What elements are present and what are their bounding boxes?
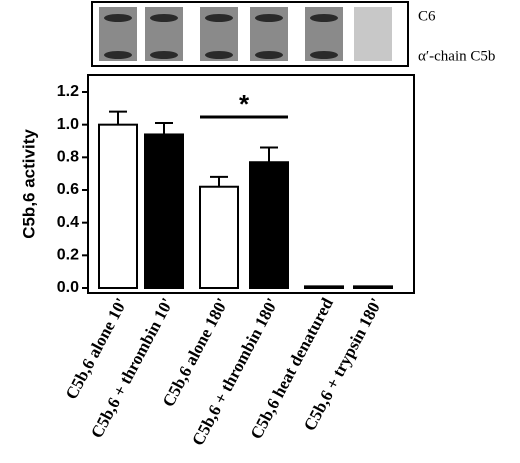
- y-tick-label: 0.0: [57, 279, 79, 296]
- gel-label: C6: [418, 8, 436, 24]
- gel-band: [310, 14, 338, 22]
- bar: [144, 133, 184, 289]
- gel-band: [205, 14, 233, 22]
- gel-band: [104, 51, 132, 59]
- gel: [99, 7, 392, 61]
- gel-band: [205, 51, 233, 59]
- plot-frame: [87, 74, 415, 294]
- gel-band: [150, 14, 178, 22]
- y-tick-label: 0.8: [57, 149, 79, 166]
- gel-band: [150, 51, 178, 59]
- y-tick-label: 0.4: [57, 214, 79, 231]
- gel-lane: [354, 7, 392, 61]
- bar: [304, 285, 344, 290]
- significance-mark: *: [239, 89, 250, 119]
- bar: [98, 123, 138, 289]
- bar: [353, 285, 393, 290]
- gel-band: [310, 51, 338, 59]
- gel-label: α′-chain C5b: [418, 48, 495, 64]
- y-axis-label: C5b,6 activity: [19, 129, 38, 239]
- bar: [249, 161, 289, 290]
- y-tick-label: 1.2: [57, 83, 79, 100]
- x-tick-label: C5b,6 + thrombin 10': [87, 295, 177, 441]
- gel-band: [255, 14, 283, 22]
- y-tick-label: 1.0: [57, 116, 79, 133]
- gel-band: [255, 51, 283, 59]
- gel-band: [104, 14, 132, 22]
- bar: [199, 185, 239, 290]
- y-tick-label: 0.2: [57, 247, 79, 264]
- y-tick-label: 0.6: [57, 181, 79, 198]
